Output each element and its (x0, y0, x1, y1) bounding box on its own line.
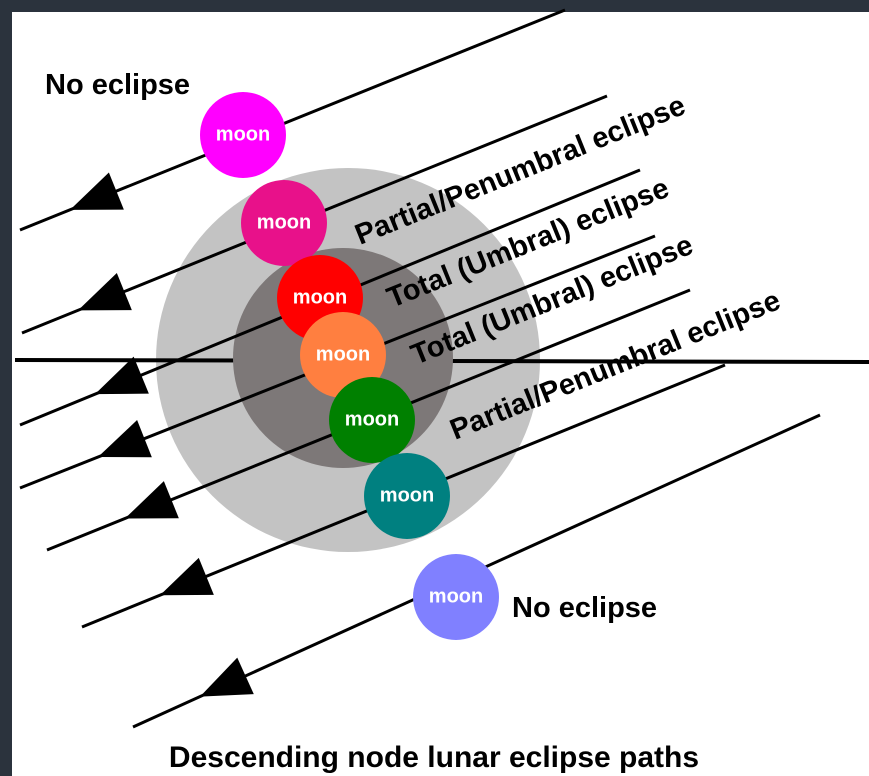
moon-label: moon (429, 585, 483, 607)
moon (300, 312, 386, 398)
moons: moon moon moon moon moon moon moon (200, 92, 499, 640)
arrowhead (160, 557, 214, 596)
arrowhead (70, 172, 124, 210)
moon (413, 554, 499, 640)
arrowhead (95, 356, 149, 395)
arrowhead (98, 420, 152, 458)
moon (200, 92, 286, 178)
moon-label: moon (216, 123, 270, 145)
moon (329, 377, 415, 463)
moon (241, 180, 327, 266)
moon-label: moon (345, 408, 399, 430)
arrowhead (125, 481, 179, 519)
paths (19, 8, 821, 729)
arrowhead (200, 657, 254, 697)
moon-label: moon (293, 286, 347, 308)
label: No eclipse (45, 69, 190, 101)
moon-label: moon (257, 211, 311, 233)
moon (364, 453, 450, 539)
moon-label: moon (316, 343, 370, 365)
title: Descending node lunar eclipse paths (169, 741, 699, 774)
arrowhead (78, 273, 132, 311)
label: No eclipse (512, 592, 657, 624)
moon-label: moon (380, 484, 434, 506)
